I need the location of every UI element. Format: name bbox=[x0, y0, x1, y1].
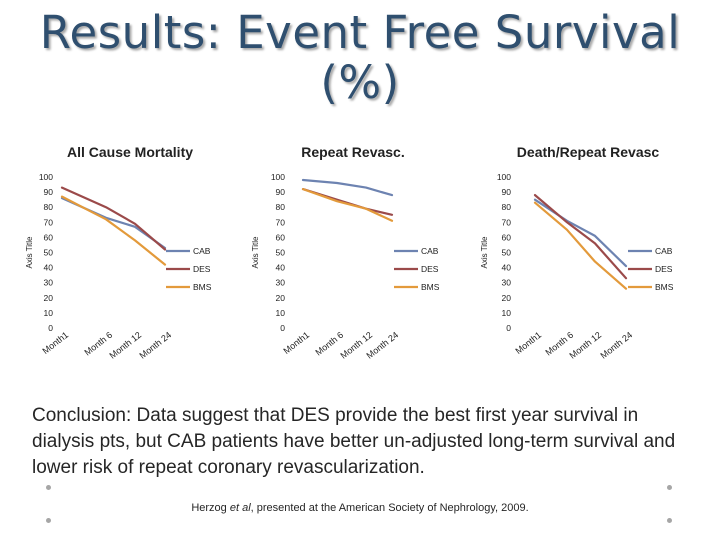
chart3-ytick-label: 60 bbox=[502, 232, 512, 242]
chart2-ytick-label: 50 bbox=[276, 248, 286, 258]
chart3-series-line bbox=[533, 198, 628, 268]
chart2-ytick-label: 80 bbox=[276, 202, 286, 212]
chart3-xtick-label: Month 24 bbox=[598, 330, 634, 361]
chart1-legend-label: BMS bbox=[193, 282, 212, 292]
chart1-ytick-label: 60 bbox=[44, 232, 54, 242]
chart1-series-line bbox=[60, 186, 167, 251]
chart1-xtick-label: Month 12 bbox=[107, 330, 143, 361]
chart3-ytick-label: 10 bbox=[502, 308, 512, 318]
chart3-xtick-label: Month 12 bbox=[567, 330, 603, 361]
chart1-legend-label: DES bbox=[193, 264, 211, 274]
chart2-ytick-label: 60 bbox=[276, 232, 286, 242]
chart3-ytick-label: 30 bbox=[502, 278, 512, 288]
chart1-ytick-label: 90 bbox=[44, 187, 54, 197]
chart3-legend-label: DES bbox=[655, 264, 673, 274]
citation: Herzog et al, presented at the American … bbox=[0, 502, 720, 514]
chart2-ytick-label: 30 bbox=[276, 278, 286, 288]
chart3-ytick-label: 90 bbox=[502, 187, 512, 197]
chart2-ytick-label: 100 bbox=[271, 172, 285, 182]
chart2-ytick-label: 40 bbox=[276, 263, 286, 273]
chart1-ytick-label: 0 bbox=[48, 323, 53, 333]
chart2-ytick-label: 20 bbox=[276, 293, 286, 303]
chart3-ytick-label: 100 bbox=[497, 172, 511, 182]
chart2-ytick-label: 0 bbox=[280, 323, 285, 333]
chart3-ytick-label: 50 bbox=[502, 248, 512, 258]
chart1-series-line bbox=[60, 195, 167, 266]
chart3-xtick-label: Month1 bbox=[513, 330, 543, 356]
conclusion-text: Conclusion: Data suggest that DES provid… bbox=[32, 405, 676, 478]
chart3-legend-label: CAB bbox=[655, 246, 673, 256]
chart1-axis-title: Axis Title bbox=[25, 236, 34, 269]
chart2-legend-label: CAB bbox=[421, 246, 439, 256]
chart2-ytick-label: 90 bbox=[276, 187, 286, 197]
chart3-series-line bbox=[533, 201, 628, 290]
slide-title-line2: (%) bbox=[320, 56, 400, 109]
chart1-ytick-label: 80 bbox=[44, 202, 54, 212]
citation-italic: et al bbox=[229, 502, 251, 514]
chart2-series-line bbox=[301, 187, 394, 222]
chart3-title: Death/Repeat Revasc bbox=[517, 144, 660, 160]
chart2-ytick-label: 10 bbox=[276, 308, 286, 318]
citation-before: Herzog bbox=[191, 502, 230, 514]
charts-area: All Cause Mortality Axis Title 0 10 20 30 40 50… bbox=[25, 144, 674, 361]
chart2-title: Repeat Revasc. bbox=[301, 144, 405, 160]
chart3-ytick-label: 0 bbox=[506, 323, 511, 333]
chart1-ytick-label: 10 bbox=[44, 308, 54, 318]
chart2-series-line bbox=[301, 178, 394, 197]
bullet-left-upper bbox=[46, 485, 51, 490]
chart1-ytick-label: 40 bbox=[44, 263, 54, 273]
chart3-ytick-label: 40 bbox=[502, 263, 512, 273]
chart1-ytick-label: 50 bbox=[44, 248, 54, 258]
chart1-ytick-label: 30 bbox=[44, 278, 54, 288]
chart1-ytick-label: 20 bbox=[44, 293, 54, 303]
chart2-xtick-label: Month1 bbox=[281, 330, 311, 356]
chart1-xtick-label: Month1 bbox=[40, 330, 70, 356]
chart3-legend-label: BMS bbox=[655, 282, 674, 292]
bullet-left-lower bbox=[46, 518, 51, 523]
chart2-legend-label: DES bbox=[421, 264, 439, 274]
chart2-legend-label: BMS bbox=[421, 282, 440, 292]
chart3-ytick-label: 80 bbox=[502, 202, 512, 212]
chart1-ytick-label: 100 bbox=[39, 172, 53, 182]
chart2-ytick-label: 70 bbox=[276, 217, 286, 227]
chart1-legend-label: CAB bbox=[193, 246, 211, 256]
chart3-ytick-label: 20 bbox=[502, 293, 512, 303]
chart3-ytick-label: 70 bbox=[502, 217, 512, 227]
bullet-right-lower bbox=[667, 518, 672, 523]
chart3-series-line bbox=[533, 193, 628, 280]
chart1-title: All Cause Mortality bbox=[67, 144, 193, 160]
slide-title-line1: Results: Event Free Survival bbox=[39, 6, 681, 59]
bullet-right-upper bbox=[667, 485, 672, 490]
citation-after: , presented at the American Society of N… bbox=[250, 502, 529, 514]
chart2-axis-title: Axis Title bbox=[251, 236, 260, 269]
chart1-xtick-label: Month 24 bbox=[137, 330, 173, 361]
slide-title: Results: Event Free Survival (%) bbox=[0, 8, 720, 108]
chart3-axis-title: Axis Title bbox=[480, 236, 489, 269]
chart1-ytick-label: 70 bbox=[44, 217, 54, 227]
